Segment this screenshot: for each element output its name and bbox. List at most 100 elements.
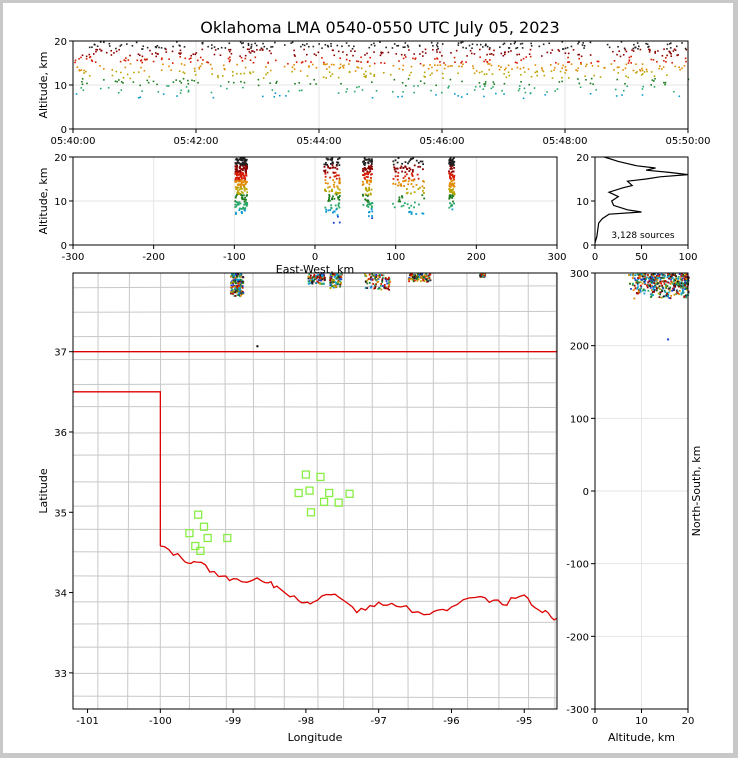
alt-ew-source bbox=[331, 190, 334, 192]
alt-ew-source bbox=[336, 215, 339, 218]
alt-time-source bbox=[495, 92, 497, 95]
plan-source bbox=[420, 280, 422, 283]
alt-time-source bbox=[249, 52, 252, 54]
alt-ns-source bbox=[674, 279, 677, 282]
alt-time-source bbox=[664, 81, 667, 84]
alt-time-source bbox=[265, 66, 267, 68]
alt-ew-source bbox=[243, 186, 246, 189]
alt-time-source bbox=[324, 43, 327, 46]
plan-source bbox=[236, 280, 239, 283]
alt-time-source bbox=[315, 83, 317, 85]
alt-time-source bbox=[564, 72, 566, 74]
alt-time-source bbox=[517, 89, 520, 92]
alt-ew-source bbox=[336, 168, 339, 170]
alt-time-source bbox=[681, 42, 683, 44]
plan-source bbox=[242, 282, 245, 284]
alt-ew-source bbox=[449, 196, 452, 199]
alt-ew-source bbox=[367, 167, 369, 170]
alt-time-source bbox=[421, 51, 424, 53]
alt-ew-source bbox=[400, 185, 403, 187]
alt-ew-source bbox=[412, 157, 415, 160]
alt-time-source bbox=[338, 67, 341, 70]
alt-time-source bbox=[293, 64, 295, 66]
alt-time-source bbox=[228, 50, 231, 53]
alt-time-source bbox=[530, 75, 533, 78]
alt-ew-source bbox=[338, 206, 341, 209]
plan-source bbox=[332, 273, 334, 275]
alt-time-source bbox=[432, 48, 434, 51]
alt-time-source bbox=[373, 42, 375, 45]
alt-ew-source bbox=[363, 164, 366, 167]
alt-time-source bbox=[616, 78, 619, 81]
alt-time-source bbox=[558, 81, 561, 83]
alt-time-tick-label-x: 05:46:00 bbox=[420, 136, 465, 147]
plan-source bbox=[238, 280, 240, 283]
plan-source bbox=[320, 273, 323, 276]
plan-source bbox=[229, 286, 232, 289]
alt-time-source bbox=[360, 56, 362, 59]
alt-time-source bbox=[413, 91, 415, 94]
alt-time-source bbox=[176, 41, 178, 43]
plan-tick-label-x: -101 bbox=[76, 716, 99, 727]
alt-ew-source bbox=[400, 165, 403, 168]
plan-source bbox=[241, 291, 244, 294]
alt-time-source bbox=[96, 45, 99, 48]
alt-ns-source bbox=[636, 287, 639, 290]
alt-time-source bbox=[476, 43, 478, 46]
alt-time-source bbox=[635, 63, 637, 66]
plan-source bbox=[387, 282, 390, 284]
alt-ew-source bbox=[408, 207, 411, 209]
alt-time-source bbox=[90, 59, 93, 61]
alt-ns-source bbox=[654, 273, 656, 276]
alt-ew-source bbox=[449, 194, 452, 197]
plan-source bbox=[386, 282, 389, 285]
alt-ns-source bbox=[640, 278, 642, 281]
county-line bbox=[68, 273, 69, 709]
alt-time-source bbox=[256, 49, 258, 51]
alt-ew-source bbox=[364, 198, 367, 201]
alt-time-source bbox=[341, 65, 344, 67]
plan-source bbox=[307, 277, 310, 280]
alt-time-source bbox=[628, 56, 631, 59]
alt-ew-source bbox=[237, 170, 240, 173]
alt-ew-source bbox=[368, 189, 371, 192]
alt-ns-source bbox=[639, 275, 642, 277]
alt-time-source bbox=[628, 59, 631, 62]
alt-ew-source bbox=[450, 184, 453, 187]
alt-time-source bbox=[74, 59, 77, 62]
plan-source bbox=[307, 280, 310, 283]
alt-time-source bbox=[414, 58, 416, 60]
alt-time-source bbox=[111, 69, 114, 71]
alt-time-source bbox=[375, 89, 378, 92]
alt-ew-source bbox=[370, 163, 373, 165]
alt-ew-source bbox=[234, 178, 237, 181]
alt-ew-source bbox=[371, 168, 374, 170]
alt-ew-source bbox=[408, 177, 411, 180]
alt-time-source bbox=[354, 50, 356, 53]
plan-source bbox=[388, 284, 390, 287]
alt-time-source bbox=[516, 62, 518, 64]
alt-ew-source bbox=[332, 166, 335, 169]
alt-time-source bbox=[528, 53, 531, 55]
alt-time-source bbox=[348, 59, 351, 62]
alt-ew-source bbox=[404, 171, 407, 174]
alt-ew-source bbox=[449, 165, 452, 168]
alt-ew-source bbox=[397, 200, 400, 203]
alt-ew-source bbox=[422, 168, 424, 171]
alt-ew-source bbox=[333, 186, 336, 188]
alt-time-source bbox=[405, 84, 407, 87]
alt-time-source bbox=[520, 80, 522, 83]
alt-ew-source bbox=[449, 186, 452, 188]
alt-time-source bbox=[243, 72, 246, 75]
plan-source bbox=[240, 292, 243, 294]
plan-source bbox=[241, 290, 244, 293]
alt-ns-source bbox=[633, 277, 636, 280]
plan-source bbox=[371, 278, 374, 281]
alt-time-source bbox=[567, 56, 569, 59]
alt-ns-source bbox=[657, 292, 660, 295]
alt-time-source bbox=[333, 63, 335, 66]
alt-time-source bbox=[300, 45, 302, 48]
alt-time-source bbox=[160, 69, 163, 72]
alt-ns-source bbox=[684, 284, 686, 287]
alt-ew-source bbox=[451, 159, 454, 162]
